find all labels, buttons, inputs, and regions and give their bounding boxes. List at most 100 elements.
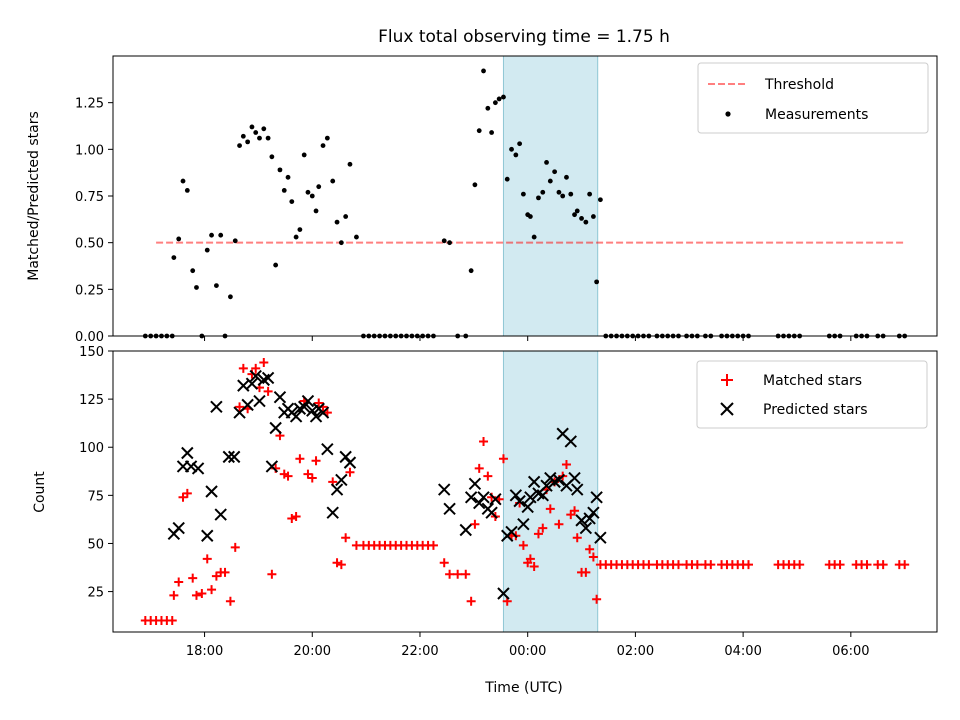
measurement-point: [552, 169, 558, 175]
measurement-point: [536, 195, 541, 201]
matched-star-point: [470, 519, 480, 529]
measurement-point: [496, 96, 502, 102]
matched-star-point: [311, 456, 321, 466]
top-highlight-layer: [502, 55, 599, 337]
matched-star-point: [182, 488, 192, 498]
bottom-legend: Matched stars Predicted stars: [696, 360, 928, 429]
predicted-star-point: [265, 460, 279, 473]
measurement-point: [540, 189, 546, 195]
bottom-y-axis: 25 50 75 100 125 150: [79, 345, 113, 601]
measurement-point: [320, 143, 326, 149]
matched-star-point: [332, 558, 342, 568]
matched-star-point: [345, 467, 355, 477]
measurement-point: [481, 68, 486, 74]
measurement-point: [547, 178, 553, 184]
matched-star-point: [439, 558, 449, 568]
predicted-star-point: [241, 398, 254, 412]
predicted-star-point: [571, 483, 584, 496]
legend-measurements-swatch: [725, 111, 731, 117]
matched-star-point: [445, 569, 455, 579]
matched-star-point: [259, 358, 269, 368]
measurement-point: [544, 160, 549, 165]
matched-star-point: [188, 573, 198, 583]
measurement-point: [176, 236, 182, 242]
measurement-point: [245, 139, 251, 145]
matched-star-point: [588, 552, 598, 562]
matched-star-point: [878, 560, 888, 570]
predicted-star-point: [316, 406, 330, 419]
top-y-tick-label: 0.75: [75, 190, 104, 205]
predicted-star-point: [205, 485, 218, 498]
predicted-star-point: [459, 523, 472, 537]
legend-matched-swatch: [721, 374, 733, 386]
legend-threshold-label: Threshold: [764, 77, 834, 93]
predicted-star-point: [227, 450, 241, 464]
measurement-point: [253, 130, 259, 135]
measurement-point: [214, 283, 219, 288]
measurement-point: [269, 154, 275, 160]
measurement-point: [354, 234, 359, 240]
predicted-star-point: [524, 491, 537, 504]
bottom-y-tick-label: 150: [79, 345, 104, 360]
measurement-point: [285, 174, 291, 180]
bottom-y-tick-label: 50: [87, 537, 104, 552]
bottom-y-tick-label: 75: [87, 489, 104, 504]
measurement-point: [568, 191, 574, 197]
legend-matched-label: Matched stars: [763, 373, 862, 389]
matched-star-point: [428, 540, 438, 550]
predicted-star-point: [181, 446, 194, 460]
predicted-star-point: [443, 502, 456, 516]
x-tick-label: 18:00: [186, 644, 223, 659]
matched-star-point: [585, 544, 595, 554]
measurement-point: [572, 212, 577, 218]
measurement-point: [594, 279, 600, 285]
measurement-point: [343, 214, 349, 219]
matched-star-point: [525, 554, 535, 564]
top-y-tick-label: 1.00: [75, 143, 104, 158]
predicted-star-point: [540, 479, 553, 492]
matched-star-point: [644, 560, 654, 570]
bottom-panel: 25 50 75 100 125 150 18:00 20:00 22:00 00:00 02:0…: [32, 345, 938, 696]
measurement-point: [468, 268, 474, 274]
bottom-highlight-layer: [502, 350, 599, 633]
matched-star-point: [225, 596, 235, 606]
matched-star-point: [283, 471, 293, 481]
matched-star-point: [483, 471, 493, 481]
matched-star-point: [692, 560, 702, 570]
matched-star-point: [336, 560, 346, 570]
measurement-point: [517, 141, 523, 147]
bottom-x-axis: 18:00 20:00 22:00 00:00 02:00 04:00 06:00: [186, 632, 870, 659]
matched-star-point: [795, 560, 805, 570]
matched-star-point: [287, 513, 297, 523]
measurement-point: [583, 219, 589, 225]
matched-star-point: [307, 473, 317, 483]
predicted-star-point: [273, 390, 287, 404]
measurement-point: [447, 240, 453, 246]
predicted-star-point: [438, 483, 451, 496]
measurement-point: [277, 167, 283, 173]
legend-measurements-label: Measurements: [765, 107, 868, 123]
predicted-star-point: [485, 506, 498, 519]
x-tick-label: 20:00: [294, 644, 331, 659]
measurement-point: [564, 174, 569, 180]
matched-star-point: [592, 594, 602, 604]
legend-predicted-label: Predicted stars: [763, 402, 868, 418]
matched-star-point: [581, 567, 591, 577]
matched-star-point: [862, 560, 872, 570]
measurement-point: [313, 208, 319, 214]
top-y-tick-label: 1.25: [75, 97, 104, 112]
predicted-star-point: [564, 435, 577, 448]
measurement-point: [347, 161, 353, 167]
matched-star-point: [174, 577, 184, 587]
top-points-layer: [142, 68, 908, 339]
top-x-ticks: [204, 336, 852, 341]
matched-star-point: [267, 569, 277, 579]
matched-star-point: [466, 596, 476, 606]
measurement-point: [324, 135, 330, 141]
predicted-star-point: [321, 442, 334, 456]
top-y-tick-label: 0.00: [75, 330, 104, 345]
chart-title: Flux total observing time = 1.75 h: [378, 27, 670, 47]
predicted-star-point: [489, 492, 502, 506]
measurement-point: [330, 178, 336, 184]
